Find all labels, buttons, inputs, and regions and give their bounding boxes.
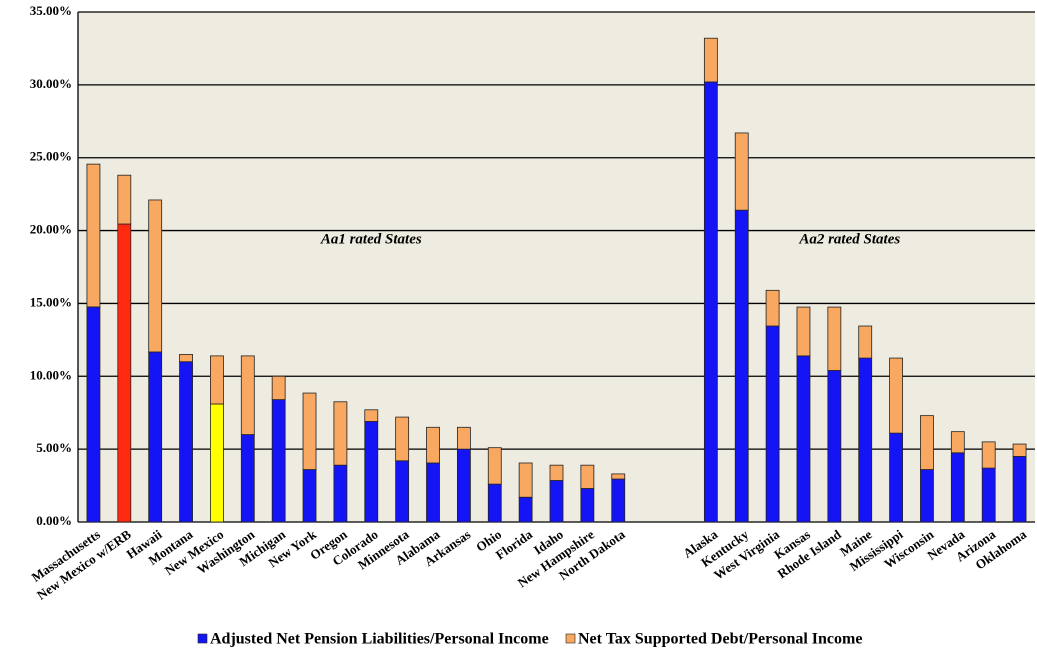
bar-segment [765, 289, 780, 327]
bar-segment [364, 409, 379, 422]
legend-swatch [565, 633, 576, 644]
bar-segment [827, 306, 842, 371]
bar-segment [734, 209, 749, 523]
bar-segment [302, 392, 317, 470]
bar-segment [240, 434, 255, 523]
bar-segment [796, 306, 811, 357]
bar-segment [1012, 443, 1027, 457]
y-tick-label: 25.00% [30, 149, 72, 164]
y-tick-label: 5.00% [36, 440, 72, 455]
bar-segment [302, 469, 317, 523]
bar-segment [611, 473, 626, 480]
bar-segment [580, 488, 595, 523]
bar-segment [765, 325, 780, 523]
annotation: Aa1 rated States [320, 231, 422, 247]
bar-segment [858, 357, 873, 523]
bar-segment [271, 399, 286, 523]
bar-segment [1012, 456, 1027, 523]
bar-segment [240, 355, 255, 435]
bar-segment [117, 223, 132, 523]
bar-segment [426, 462, 440, 523]
bar-segment [518, 462, 533, 498]
bar-segment [210, 403, 224, 523]
bar-segment [179, 354, 193, 363]
bar-segment [981, 441, 996, 469]
legend-label: Net Tax Supported Debt/Personal Income [578, 631, 862, 648]
y-tick-label: 0.00% [36, 513, 72, 528]
bar-segment [487, 483, 502, 523]
y-tick-label: 35.00% [30, 3, 72, 18]
bar-segment [889, 357, 903, 434]
annotation: Aa2 rated States [798, 231, 900, 247]
bar-segment [333, 401, 348, 466]
bar-segment [796, 355, 811, 523]
bar-segment [426, 426, 440, 464]
bar-segment [210, 355, 224, 405]
bar-segment [86, 306, 101, 523]
bar-segment [518, 496, 533, 523]
bar-segment [148, 351, 163, 523]
bar-segment [950, 452, 965, 523]
bar-segment [611, 478, 626, 523]
bar-segment [487, 447, 502, 485]
bar-segment [271, 375, 286, 400]
bar-segment [549, 480, 564, 523]
bar-segment [364, 421, 379, 523]
bar-segment [950, 431, 965, 454]
bar-segment [858, 325, 873, 359]
bar-segment [333, 464, 348, 523]
bar-segment [117, 174, 132, 225]
bar-segment [920, 469, 934, 523]
bar-segment [703, 37, 718, 83]
bar-segment [734, 132, 749, 211]
legend-label: Adjusted Net Pension Liabilities/Persona… [210, 631, 549, 648]
y-tick-label: 15.00% [30, 294, 72, 309]
bar-segment [395, 460, 410, 523]
bar-segment [580, 464, 595, 489]
bar-segment [179, 361, 193, 523]
plot-area [78, 12, 1035, 522]
bar-segment [703, 81, 718, 523]
bar-segment [86, 163, 101, 308]
bar-segment [549, 464, 564, 481]
bar-segment [395, 416, 410, 462]
bar-segment [456, 448, 471, 523]
y-tick-label: 20.00% [30, 222, 72, 237]
y-tick-label: 10.00% [30, 367, 72, 382]
legend-swatch [197, 633, 208, 644]
bar-segment [456, 426, 471, 450]
bar-segment [827, 370, 842, 523]
y-tick-label: 30.00% [30, 76, 72, 91]
bar-segment [920, 415, 934, 470]
bar-segment [148, 199, 163, 353]
bar-segment [889, 432, 903, 523]
bar-segment [981, 467, 996, 523]
